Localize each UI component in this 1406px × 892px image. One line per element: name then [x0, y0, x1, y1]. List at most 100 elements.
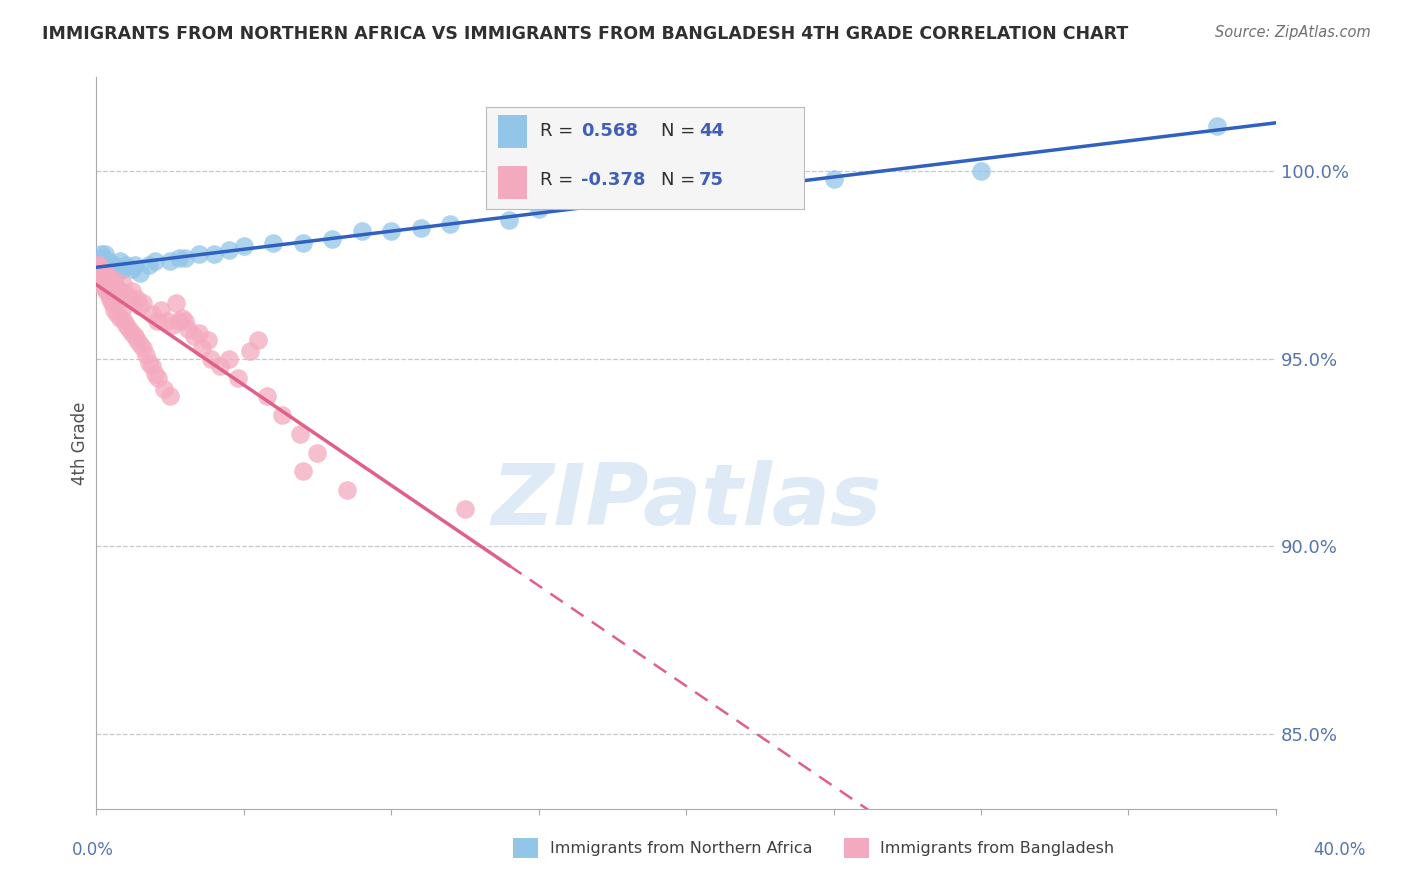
Point [96, 277, 118, 291]
Point [87, 261, 110, 276]
Point [188, 326, 211, 340]
Point [238, 344, 260, 359]
Point [129, 336, 152, 351]
Point [97, 288, 120, 302]
Point [173, 251, 195, 265]
Point [200, 351, 222, 366]
Point [111, 303, 134, 318]
Point [127, 292, 149, 306]
Point [218, 351, 240, 366]
Point [232, 239, 254, 253]
Point [90, 269, 112, 284]
Point [145, 314, 167, 328]
Point [675, 183, 697, 197]
Point [105, 266, 128, 280]
Point [121, 261, 143, 276]
Point [823, 171, 845, 186]
Point [114, 318, 136, 332]
Point [138, 355, 160, 369]
Point [86, 261, 108, 276]
Point [256, 389, 278, 403]
Point [129, 266, 152, 280]
Point [202, 246, 225, 260]
Point [105, 307, 128, 321]
Point [127, 333, 149, 347]
Point [103, 258, 125, 272]
Text: Immigrants from Bangladesh: Immigrants from Bangladesh [880, 841, 1115, 855]
Point [176, 322, 198, 336]
Point [271, 408, 294, 422]
Point [409, 220, 432, 235]
Point [209, 359, 232, 374]
Point [101, 295, 124, 310]
Point [173, 314, 195, 328]
Point [197, 333, 219, 347]
Point [129, 299, 152, 313]
Point [111, 261, 134, 276]
Point [103, 266, 125, 280]
Text: Source: ZipAtlas.com: Source: ZipAtlas.com [1215, 25, 1371, 40]
Point [96, 258, 118, 272]
Point [112, 314, 135, 328]
Point [117, 322, 139, 336]
Point [121, 326, 143, 340]
Point [1206, 119, 1229, 133]
Point [94, 246, 117, 260]
Point [90, 246, 112, 260]
Point [188, 246, 211, 260]
Text: IMMIGRANTS FROM NORTHERN AFRICA VS IMMIGRANTS FROM BANGLADESH 4TH GRADE CORRELAT: IMMIGRANTS FROM NORTHERN AFRICA VS IMMIG… [42, 25, 1129, 43]
Point [162, 318, 184, 332]
Point [439, 217, 461, 231]
Point [970, 164, 993, 178]
Point [336, 483, 359, 497]
Point [90, 251, 112, 265]
Text: ZIPatlas: ZIPatlas [491, 460, 882, 543]
Point [98, 292, 121, 306]
Point [117, 292, 139, 306]
Point [124, 329, 146, 343]
Point [93, 266, 115, 280]
Point [156, 314, 179, 328]
Point [321, 232, 343, 246]
Point [138, 258, 160, 272]
Point [121, 285, 143, 299]
Point [132, 341, 155, 355]
Point [291, 235, 314, 250]
Point [97, 269, 120, 284]
Point [115, 288, 138, 302]
Point [111, 277, 134, 291]
Point [146, 370, 169, 384]
Point [100, 261, 122, 276]
Point [167, 251, 190, 265]
Point [100, 273, 122, 287]
Y-axis label: 4th Grade: 4th Grade [72, 401, 89, 485]
Text: 40.0%: 40.0% [1313, 841, 1367, 859]
Point [167, 314, 190, 328]
Point [557, 194, 579, 209]
Point [94, 285, 117, 299]
Point [124, 258, 146, 272]
Point [97, 254, 120, 268]
Point [380, 224, 402, 238]
Point [105, 280, 128, 294]
Point [108, 285, 131, 299]
Point [226, 370, 249, 384]
Point [89, 258, 111, 272]
Point [498, 213, 520, 227]
Point [87, 258, 110, 272]
Point [91, 266, 114, 280]
Point [97, 261, 120, 276]
Point [108, 310, 131, 325]
Point [91, 261, 114, 276]
Point [218, 243, 240, 257]
Point [104, 280, 127, 294]
Point [89, 254, 111, 268]
Point [288, 426, 311, 441]
Point [291, 464, 314, 478]
Point [191, 341, 214, 355]
Point [135, 348, 157, 362]
Point [262, 235, 284, 250]
Point [247, 333, 270, 347]
Point [132, 295, 155, 310]
Text: Immigrants from Northern Africa: Immigrants from Northern Africa [550, 841, 813, 855]
